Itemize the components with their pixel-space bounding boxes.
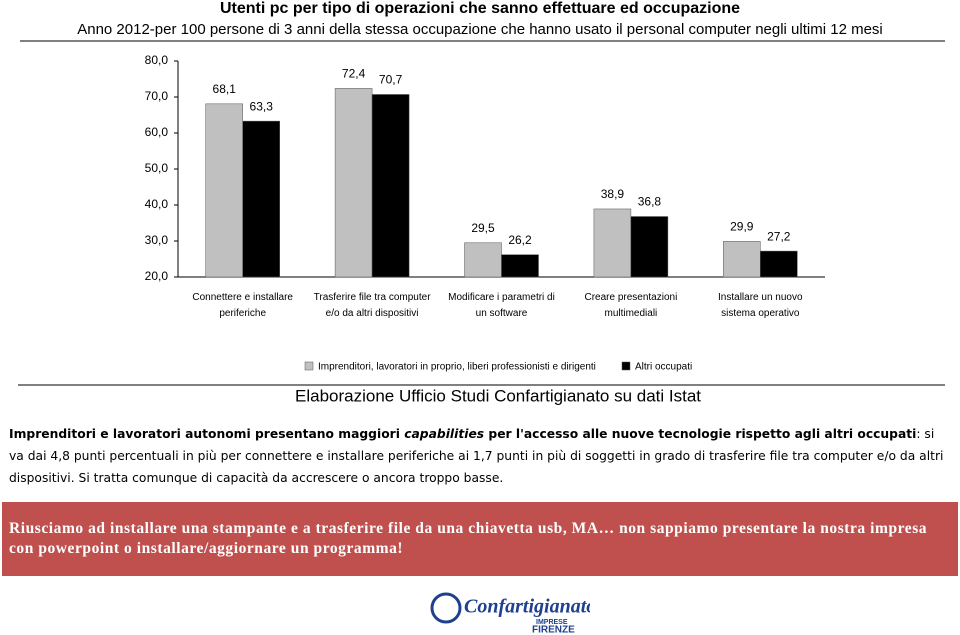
value-label: 63,3	[250, 99, 274, 113]
bar	[464, 242, 502, 278]
value-label: 26,2	[508, 233, 532, 247]
bar	[760, 250, 798, 278]
value-label: 29,5	[471, 221, 495, 235]
source: Elaborazione Ufficio Studi Confartigiana…	[295, 386, 701, 405]
banner: Riusciamo ad installare una stampante e …	[2, 502, 958, 576]
text-run: : si va dai 4,8 punti percentuali in più…	[9, 427, 944, 485]
text-run: per l'accesso alle nuove tecnologie risp…	[484, 427, 917, 441]
bar	[630, 216, 669, 278]
legend-swatch	[304, 361, 314, 371]
logo-mark	[430, 592, 462, 624]
paragraph: Imprenditori e lavoratori autonomi prese…	[9, 423, 949, 489]
value-label: 27,2	[767, 229, 791, 243]
bar	[501, 254, 539, 278]
legend-swatch	[621, 361, 631, 371]
x-tick-label: Trasferire file tra computer e/o da altr…	[313, 292, 431, 319]
text-run: Imprenditori e lavoratori autonomi prese…	[9, 427, 405, 441]
x-tick-label: Modificare i parametri di un software	[448, 292, 555, 319]
value-label: 70,7	[379, 73, 403, 87]
bar	[593, 208, 632, 278]
y-tick-label: 60,0	[145, 125, 169, 139]
bar	[371, 94, 410, 278]
y-tick-label: 50,0	[145, 161, 169, 175]
value-label: 38,9	[601, 187, 625, 201]
logo-line: IMPRESE	[536, 619, 568, 626]
chart: Utenti pc per tipo di operazioni che san…	[18, 0, 945, 405]
value-label: 72,4	[342, 67, 366, 81]
x-tick-label: Connettere e installare periferiche	[192, 292, 293, 319]
y-tick-label: 40,0	[145, 197, 169, 211]
y-tick-label: 30,0	[145, 233, 169, 247]
chart-subtitle: Anno 2012-per 100 persone di 3 anni dell…	[77, 21, 883, 38]
bar	[334, 88, 373, 278]
logo-line: FIRENZE	[532, 625, 575, 634]
value-label: 36,8	[638, 195, 662, 209]
value-label: 68,1	[213, 82, 237, 96]
bar	[723, 241, 761, 278]
y-tick-label: 70,0	[145, 89, 169, 103]
legend-label: Altri occupati	[635, 362, 692, 373]
x-tick-label: Installare un nuovo sistema operativo	[718, 292, 803, 319]
value-label: 29,9	[730, 220, 754, 234]
bar	[205, 103, 243, 278]
x-tick-label: Creare presentazioni multimediali	[584, 292, 678, 319]
legend-label: Imprenditori, lavoratori in proprio, lib…	[318, 362, 596, 373]
text-run: capabilities	[404, 427, 485, 441]
y-tick-label: 80,0	[145, 53, 169, 67]
chart-title: Utenti pc per tipo di operazioni che san…	[220, 0, 740, 17]
y-tick-label: 20,0	[145, 269, 169, 283]
logo: Confartigianato IMPRESE FIRENZE	[430, 592, 590, 634]
bar	[242, 120, 280, 278]
logo-name: Confartigianato	[464, 596, 590, 618]
